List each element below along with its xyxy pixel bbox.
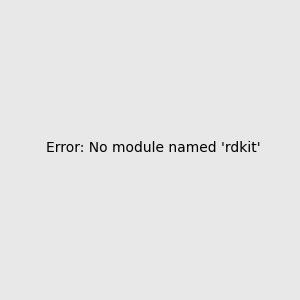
Text: Error: No module named 'rdkit': Error: No module named 'rdkit'	[46, 140, 261, 154]
